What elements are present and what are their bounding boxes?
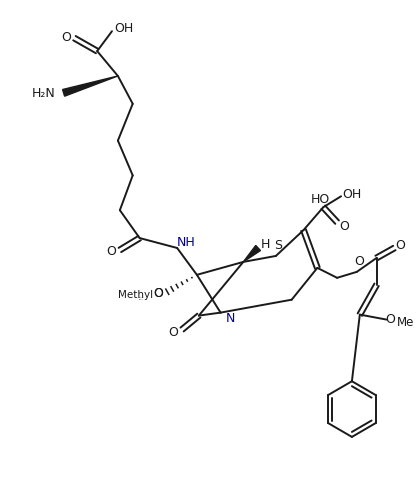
Polygon shape: [243, 246, 261, 262]
Text: O: O: [339, 219, 349, 233]
Text: Me: Me: [397, 316, 414, 329]
Text: O: O: [168, 326, 178, 339]
Text: HO: HO: [311, 193, 330, 206]
Text: Methyl: Methyl: [139, 297, 144, 299]
Text: NH: NH: [177, 236, 196, 248]
Text: O: O: [106, 246, 116, 258]
Text: S: S: [274, 239, 282, 251]
Text: O: O: [153, 287, 163, 300]
Text: O: O: [153, 287, 163, 300]
Polygon shape: [63, 76, 118, 96]
Text: O: O: [385, 313, 395, 326]
Text: Methyl: Methyl: [118, 290, 153, 300]
Text: H: H: [260, 238, 270, 250]
Text: O: O: [354, 255, 364, 269]
Text: OH: OH: [342, 188, 362, 201]
Text: O: O: [62, 30, 71, 44]
Text: N: N: [226, 312, 235, 325]
Text: H₂N: H₂N: [32, 87, 56, 100]
Text: Methyl: Methyl: [139, 299, 144, 300]
Text: O: O: [395, 239, 405, 251]
Text: OH: OH: [114, 22, 133, 35]
